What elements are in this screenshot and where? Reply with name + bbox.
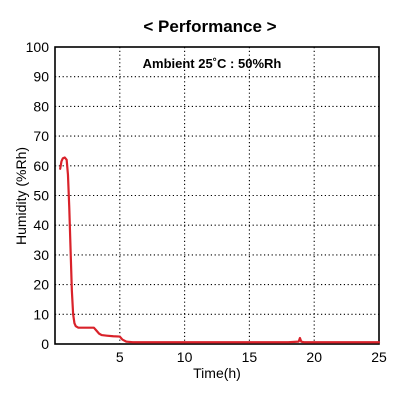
- x-tick-label: 5: [116, 349, 124, 365]
- y-tick-label: 100: [26, 39, 50, 55]
- series-layer: [59, 156, 381, 344]
- y-tick-label: 10: [33, 306, 49, 322]
- humidity-series-line: [59, 156, 381, 344]
- y-tick-label: 90: [33, 69, 49, 85]
- y-tick-label: 40: [33, 217, 49, 233]
- ambient-annotation: Ambient 25˚C : 50%Rh: [143, 56, 282, 71]
- y-tick-label: 60: [33, 158, 49, 174]
- x-tick-label: 10: [177, 349, 193, 365]
- x-tick-label: 25: [371, 349, 387, 365]
- y-tick-label: 0: [41, 336, 49, 352]
- y-tick-label: 80: [33, 98, 49, 114]
- x-tick-label: 20: [306, 349, 322, 365]
- y-tick-label: 30: [33, 247, 49, 263]
- x-axis-ticks: 5 10 15 20 25: [116, 349, 387, 365]
- y-tick-label: 50: [33, 188, 49, 204]
- x-axis-label: Time(h): [193, 365, 241, 381]
- plot-frame: [54, 46, 380, 345]
- y-tick-label: 70: [33, 128, 49, 144]
- y-axis-label: Humidity (%Rh): [13, 147, 29, 245]
- x-tick-label: 15: [242, 349, 258, 365]
- y-axis-ticks: 0 10 20 30 40 50 60 70 80 90 100: [26, 39, 50, 352]
- chart-title: < Performance >: [143, 17, 276, 36]
- y-tick-label: 20: [33, 277, 49, 293]
- grid: [55, 47, 379, 344]
